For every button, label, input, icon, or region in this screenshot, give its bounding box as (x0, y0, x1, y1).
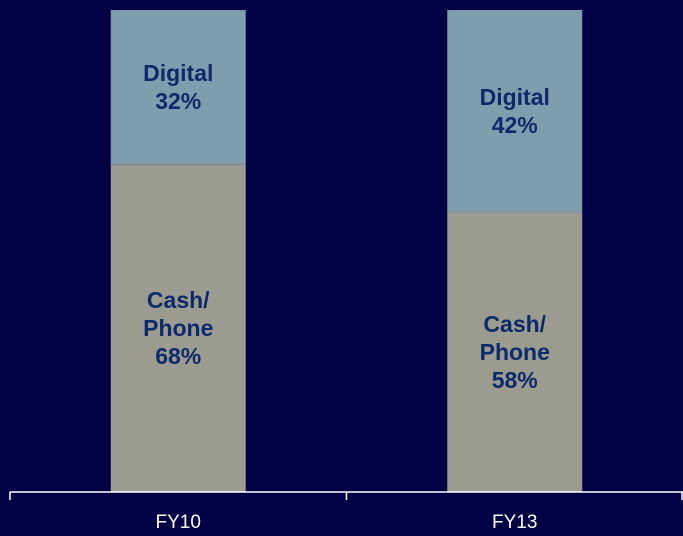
value-label: 42% (491, 112, 538, 139)
value-label: 58% (491, 367, 538, 394)
bar-segment (447, 212, 583, 492)
value-label: 32% (155, 88, 202, 115)
value-label: 68% (155, 343, 202, 370)
series-name: Cash/ Phone (479, 311, 550, 366)
bar-segment (110, 10, 246, 165)
segment-label: Cash/ Phone 68% (111, 164, 246, 492)
segment-label: Cash/ Phone 58% (447, 212, 582, 492)
bar-segment (110, 164, 246, 493)
bar-segment (447, 10, 583, 213)
series-name: Cash/ Phone (143, 287, 214, 342)
segment-label: Digital 32% (111, 10, 246, 164)
x-tick-label: FY13 (492, 512, 538, 533)
segment-label: Digital 42% (447, 10, 582, 212)
series-name: Digital (479, 84, 550, 111)
x-tick-label: FY10 (155, 512, 201, 533)
series-name: Digital (143, 60, 214, 87)
